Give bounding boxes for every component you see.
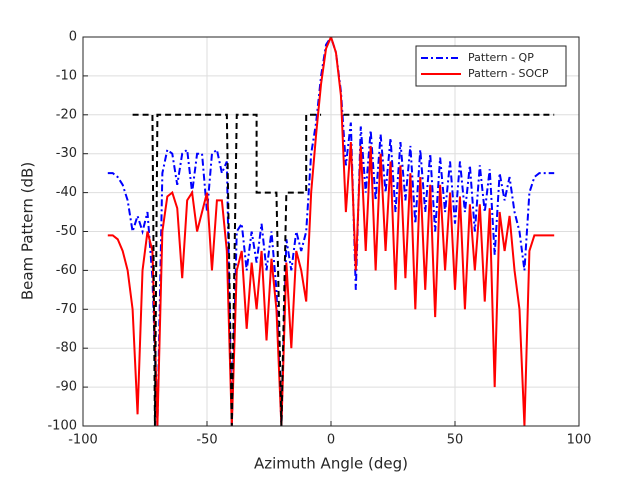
legend-label: Pattern - QP xyxy=(468,51,534,64)
y-tick-label: -70 xyxy=(56,302,77,317)
y-tick-label: -20 xyxy=(56,107,77,122)
series-line xyxy=(132,113,555,426)
axes-box xyxy=(82,36,580,427)
series-line xyxy=(107,37,555,426)
series-line xyxy=(107,37,555,426)
legend-label: Pattern - SOCP xyxy=(468,67,549,80)
x-tick-label: 100 xyxy=(567,433,592,448)
legend: Pattern - QP Pattern - SOCP xyxy=(415,45,567,87)
x-tick-label: 0 xyxy=(327,433,335,448)
y-tick-label: -100 xyxy=(47,419,77,434)
y-tick-label: -90 xyxy=(56,380,77,395)
y-tick-label: -30 xyxy=(56,146,77,161)
x-tick-label: 50 xyxy=(447,433,464,448)
y-tick-label: -50 xyxy=(56,224,77,239)
x-axis-label: Azimuth Angle (deg) xyxy=(254,455,408,473)
y-tick-label: -60 xyxy=(56,263,77,278)
y-tick-label: -40 xyxy=(56,185,77,200)
x-tick-label: -100 xyxy=(68,433,98,448)
y-tick-label: -10 xyxy=(56,68,77,83)
y-tick-label: -80 xyxy=(56,341,77,356)
y-tick-label: 0 xyxy=(69,30,77,45)
legend-box xyxy=(415,45,567,87)
y-axis-label: Beam Pattern (dB) xyxy=(19,162,37,300)
x-tick-label: -50 xyxy=(196,433,217,448)
